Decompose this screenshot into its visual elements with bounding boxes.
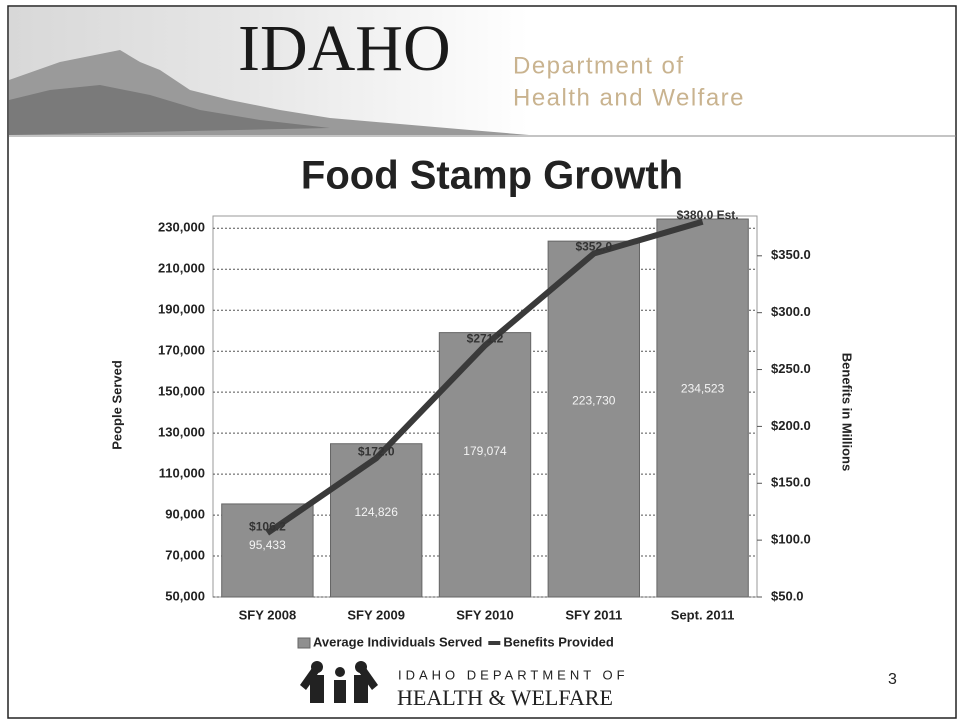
line-value-label: $172.0 <box>358 444 395 458</box>
y2-tick-label: $200.0 <box>771 418 811 433</box>
y-tick-label: 170,000 <box>158 343 205 358</box>
x-tick-label: SFY 2011 <box>565 607 622 622</box>
y2-tick-label: $300.0 <box>771 304 811 319</box>
slide: IDAHO Department of Health and Welfare F… <box>0 0 963 723</box>
y-tick-label: 110,000 <box>159 466 205 481</box>
y-tick-label: 70,000 <box>165 547 205 562</box>
footer-logo-icon <box>300 661 378 703</box>
y-tick-label: 50,000 <box>165 588 205 603</box>
y2-tick-label: $250.0 <box>771 361 811 376</box>
y2-tick-label: $50.0 <box>771 588 804 603</box>
department-line: Department of <box>513 52 685 79</box>
bar <box>331 444 422 597</box>
page-number: 3 <box>888 671 897 688</box>
logo: IDAHO <box>238 12 451 85</box>
y2-tick-label: $100.0 <box>771 532 811 547</box>
y-tick-label: 210,000 <box>158 261 205 276</box>
x-tick-label: SFY 2010 <box>456 607 514 622</box>
department-line: Health and Welfare <box>513 84 745 111</box>
legend-label: Average Individuals Served <box>313 634 482 649</box>
y-tick-label: 190,000 <box>158 302 205 317</box>
y2-tick-label: $350.0 <box>771 247 811 262</box>
footer-agency: IDAHO DEPARTMENT OF <box>398 667 629 682</box>
chart-title: Food Stamp Growth <box>301 154 683 198</box>
x-tick-label: SFY 2009 <box>347 607 405 622</box>
y-tick-label: 130,000 <box>158 425 205 440</box>
bar <box>548 241 639 597</box>
y2-axis-label: Benefits in Millions <box>840 353 855 471</box>
x-tick-label: SFY 2008 <box>239 607 297 622</box>
footer-agency: HEALTH & WELFARE <box>397 685 613 710</box>
y-tick-label: 90,000 <box>165 507 205 522</box>
bar-value-label: 223,730 <box>572 393 616 407</box>
line-value-label: $380.0 Est. <box>677 208 739 222</box>
bar-value-label: 179,074 <box>463 444 507 458</box>
bar-value-label: 124,826 <box>355 505 399 519</box>
bar-value-label: 95,433 <box>249 538 286 552</box>
y2-tick-label: $150.0 <box>771 475 811 490</box>
legend-swatch <box>298 638 310 648</box>
bar-value-label: 234,523 <box>681 381 725 395</box>
y-tick-label: 230,000 <box>158 220 205 235</box>
bar <box>657 219 748 597</box>
y-tick-label: 150,000 <box>158 384 205 399</box>
line-value-label: $352.0 <box>575 240 612 254</box>
line-value-label: $271.2 <box>467 332 504 346</box>
legend-label: Benefits Provided <box>503 634 614 649</box>
bar <box>439 333 530 597</box>
line-value-label: $106.2 <box>249 519 286 533</box>
plot: 50,000 70,000 90,000 110,000 130,000 150,000 1… <box>158 208 811 650</box>
legend-swatch <box>488 641 500 645</box>
y-axis-label: People Served <box>109 360 124 450</box>
x-tick-label: Sept. 2011 <box>671 607 735 622</box>
